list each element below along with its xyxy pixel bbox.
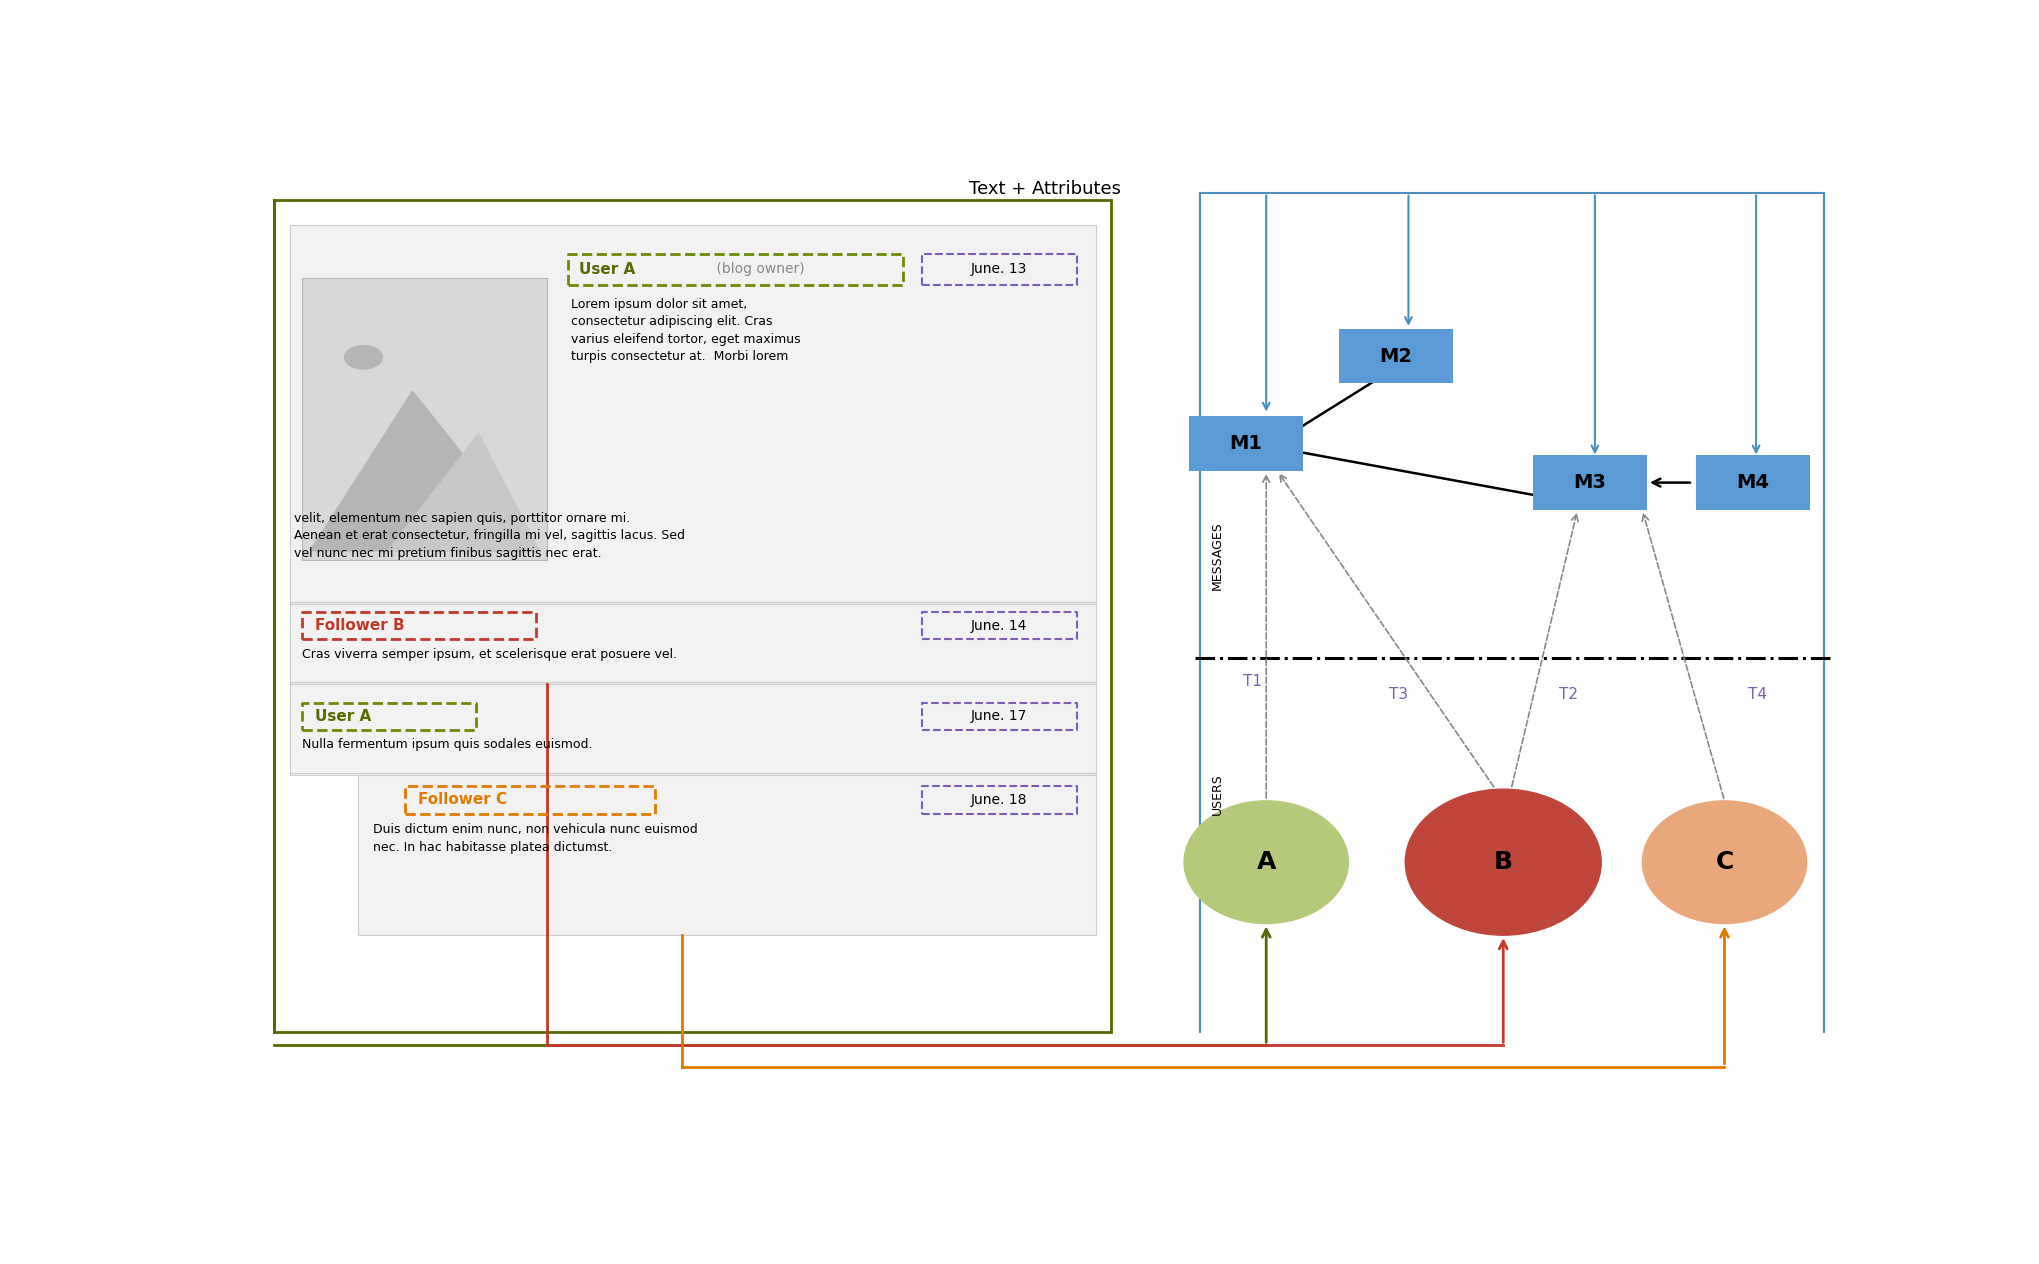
Text: MESSAGES: MESSAGES	[1211, 521, 1223, 590]
Ellipse shape	[1405, 789, 1601, 935]
Text: Text + Attributes: Text + Attributes	[969, 179, 1121, 197]
Text: A: A	[1256, 851, 1276, 875]
FancyBboxPatch shape	[290, 225, 1095, 604]
Text: June. 13: June. 13	[971, 263, 1028, 277]
FancyBboxPatch shape	[357, 775, 1095, 935]
Text: User A: User A	[579, 262, 634, 277]
Text: Follower C: Follower C	[418, 793, 508, 808]
Text: T3: T3	[1389, 688, 1409, 703]
FancyBboxPatch shape	[302, 278, 546, 560]
Text: C: C	[1715, 851, 1733, 875]
Text: B: B	[1495, 851, 1513, 875]
FancyBboxPatch shape	[1533, 455, 1648, 509]
Text: Lorem ipsum dolor sit amet,
consectetur adipiscing elit. Cras
varius eleifend to: Lorem ipsum dolor sit amet, consectetur …	[571, 298, 801, 363]
Polygon shape	[387, 434, 538, 551]
Circle shape	[345, 345, 383, 369]
Text: T2: T2	[1558, 688, 1578, 703]
Text: June. 18: June. 18	[971, 793, 1028, 806]
Text: velit, elementum nec sapien quis, porttitor ornare mi.
Aenean et erat consectetu: velit, elementum nec sapien quis, portti…	[294, 512, 685, 560]
FancyBboxPatch shape	[1696, 455, 1811, 509]
Text: June. 17: June. 17	[971, 709, 1028, 723]
FancyBboxPatch shape	[290, 684, 1095, 775]
Text: M3: M3	[1574, 473, 1607, 492]
FancyBboxPatch shape	[273, 201, 1111, 1033]
Text: USERS: USERS	[1211, 774, 1223, 815]
Text: (blog owner): (blog owner)	[712, 263, 803, 277]
Text: Follower B: Follower B	[314, 618, 404, 633]
Text: Nulla fermentum ipsum quis sodales euismod.: Nulla fermentum ipsum quis sodales euism…	[302, 738, 593, 751]
Text: T1: T1	[1242, 674, 1262, 689]
Ellipse shape	[1641, 801, 1807, 924]
FancyBboxPatch shape	[1189, 416, 1303, 471]
Ellipse shape	[1185, 801, 1348, 924]
Text: User A: User A	[314, 709, 371, 724]
Text: M4: M4	[1737, 473, 1770, 492]
Text: M2: M2	[1378, 346, 1413, 365]
Polygon shape	[310, 391, 538, 551]
FancyBboxPatch shape	[290, 604, 1095, 684]
Text: M1: M1	[1230, 434, 1262, 454]
Text: Duis dictum enim nunc, non vehicula nunc euismod
nec. In hac habitasse platea di: Duis dictum enim nunc, non vehicula nunc…	[373, 823, 697, 853]
Text: T4: T4	[1747, 688, 1768, 703]
FancyBboxPatch shape	[1340, 329, 1452, 383]
Text: June. 14: June. 14	[971, 618, 1028, 633]
Text: Cras viverra semper ipsum, et scelerisque erat posuere vel.: Cras viverra semper ipsum, et scelerisqu…	[302, 648, 677, 661]
